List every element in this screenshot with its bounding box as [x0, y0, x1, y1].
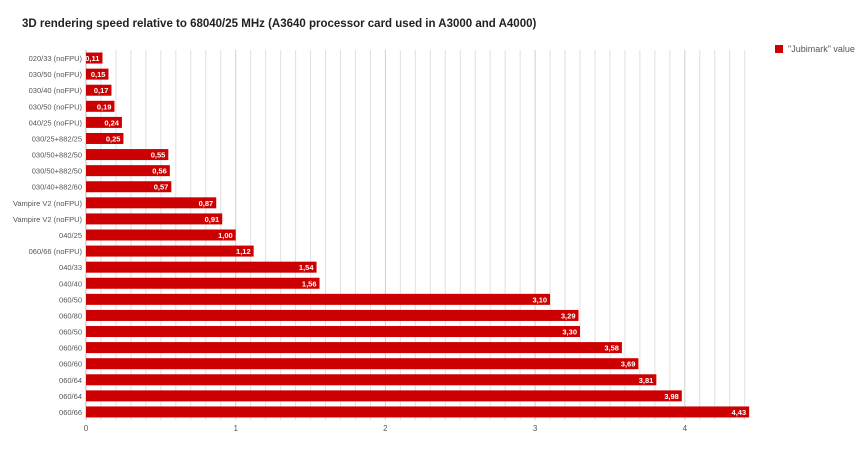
- category-label: 030/50 (noFPU): [29, 70, 83, 79]
- bar: [86, 229, 236, 241]
- category-label: 060/80: [59, 311, 82, 320]
- bar-value-label: 0,15: [91, 70, 106, 79]
- bar-value-label: 0,55: [151, 151, 166, 160]
- bar: [86, 277, 320, 289]
- category-label: 040/25 (noFPU): [29, 118, 83, 127]
- x-tick-label: 3: [533, 424, 538, 433]
- bar-value-label: 1,00: [218, 231, 233, 240]
- bar: [86, 181, 172, 193]
- category-label: 060/66 (noFPU): [29, 247, 83, 256]
- bar: [86, 358, 639, 370]
- bar: [86, 197, 217, 209]
- bar: [86, 116, 122, 128]
- bar-value-label: 0,91: [205, 215, 220, 224]
- data-labels: 0,11 0,15 0,17 0,19 0,24 0,25 0,55 0,56 0,57 0,87…: [85, 54, 746, 417]
- category-label: 060/50: [59, 295, 82, 304]
- bar: [86, 326, 581, 338]
- category-label: 060/64: [59, 376, 82, 385]
- bar: [86, 213, 223, 225]
- bar: [86, 390, 682, 402]
- bar-value-label: 3,81: [639, 376, 654, 385]
- category-label: 030/40+882/60: [32, 183, 82, 192]
- chart-title: 3D rendering speed relative to 68040/25 …: [22, 18, 537, 30]
- category-label: 060/60: [59, 360, 82, 369]
- legend-label: "Jubimark" value: [788, 44, 855, 54]
- category-label: 030/25+882/25: [32, 134, 82, 143]
- bar: [86, 261, 317, 273]
- bar-value-label: 3,30: [562, 328, 577, 337]
- bar: [86, 52, 103, 64]
- category-label: 040/33: [59, 263, 82, 272]
- bar-value-label: 3,69: [621, 360, 636, 369]
- category-label: 030/50+882/50: [32, 167, 82, 176]
- category-label: Vampire V2 (noFPU): [13, 215, 83, 224]
- bar: [86, 293, 551, 305]
- bar-value-label: 3,29: [561, 311, 576, 320]
- category-label: 060/64: [59, 392, 82, 401]
- category-label: 060/50: [59, 328, 82, 337]
- x-axis-tick-labels: 0 1 2 3 4: [84, 424, 688, 433]
- legend-swatch: [775, 45, 783, 53]
- x-tick-label: 1: [233, 424, 238, 433]
- bars: [86, 52, 750, 418]
- x-tick-label: 4: [683, 424, 688, 433]
- bar-value-label: 0,11: [85, 54, 99, 63]
- bar-value-label: 0,19: [97, 102, 112, 111]
- bar-value-label: 0,17: [94, 86, 109, 95]
- bar: [86, 374, 657, 386]
- x-tick-label: 2: [383, 424, 388, 433]
- bar: [86, 342, 622, 354]
- category-label: 020/33 (noFPU): [29, 54, 83, 63]
- bar: [86, 309, 579, 321]
- category-label: 030/50+882/50: [32, 151, 82, 160]
- category-label: 030/40 (noFPU): [29, 86, 83, 95]
- category-labels: 020/33 (noFPU) 030/50 (noFPU) 030/40 (noFP…: [13, 54, 83, 417]
- bar-value-label: 0,56: [152, 167, 167, 176]
- bar-value-label: 0,25: [106, 134, 121, 143]
- category-label: 040/40: [59, 279, 82, 288]
- bar-value-label: 1,56: [302, 279, 317, 288]
- bar: [86, 100, 115, 112]
- x-tick-label: 0: [84, 424, 89, 433]
- bar-value-label: 0,24: [104, 118, 119, 127]
- bar-value-label: 0,87: [199, 199, 214, 208]
- bar-value-label: 3,98: [664, 392, 679, 401]
- category-label: 040/25: [59, 231, 82, 240]
- bar-value-label: 1,12: [236, 247, 251, 256]
- legend: "Jubimark" value: [775, 44, 855, 54]
- bar: [86, 132, 124, 144]
- bar: [86, 149, 169, 161]
- bar: [86, 165, 170, 177]
- bar: [86, 68, 109, 80]
- bar-value-label: 1,54: [299, 263, 314, 272]
- category-label: Vampire V2 (noFPU): [13, 199, 83, 208]
- bar: [86, 245, 254, 257]
- bar-value-label: 0,57: [154, 183, 169, 192]
- bar-value-label: 4,43: [732, 408, 747, 417]
- category-label: 060/60: [59, 344, 82, 353]
- bar: [86, 406, 750, 418]
- category-label: 060/66: [59, 408, 82, 417]
- category-label: 030/50 (noFPU): [29, 102, 83, 111]
- bar-value-label: 3,10: [532, 295, 547, 304]
- bar-value-label: 3,58: [604, 344, 619, 353]
- bar: [86, 84, 112, 96]
